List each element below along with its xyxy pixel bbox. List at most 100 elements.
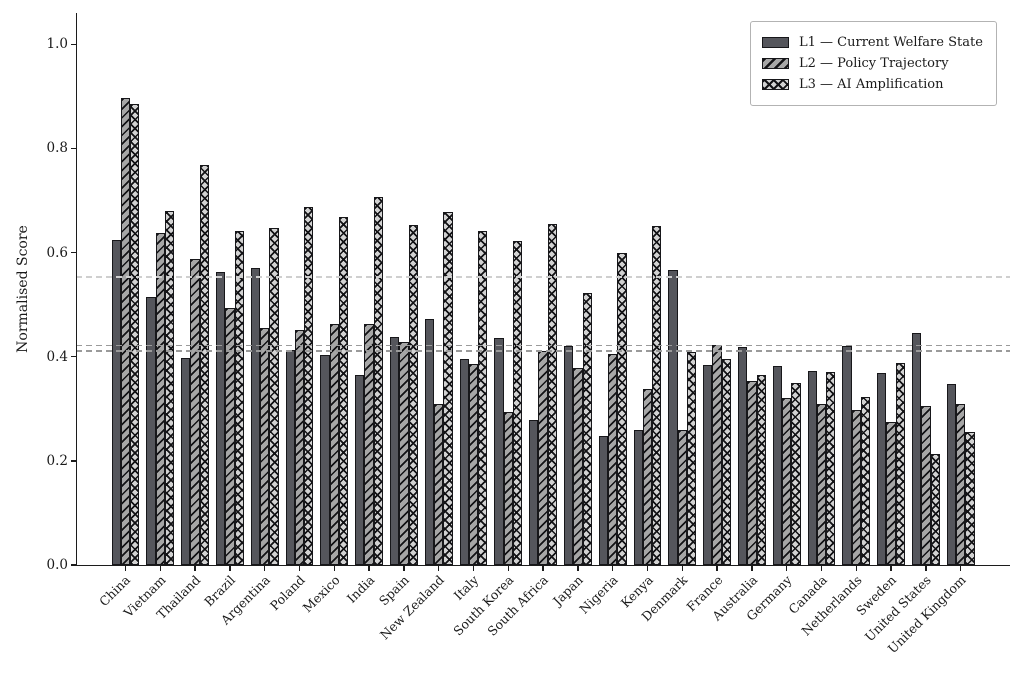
- bar-l1-new-zealand: [424, 319, 435, 565]
- bar-l2-mexico: [329, 324, 339, 565]
- legend-label: L3 — AI Amplification: [799, 77, 944, 92]
- bar-l1-sweden: [877, 373, 887, 565]
- x-tick: [681, 566, 683, 571]
- bar-l1-china: [111, 239, 121, 565]
- y-tick-label: 1.0: [46, 36, 68, 53]
- x-tick: [890, 566, 892, 571]
- bar-l3-germany: [791, 383, 801, 565]
- x-tick-label-india: India: [343, 572, 378, 606]
- bar-l3-france: [721, 358, 732, 565]
- bar-l2-argentina: [260, 328, 270, 565]
- x-tick: [925, 566, 927, 571]
- bar-l2-new-zealand: [434, 404, 444, 565]
- bar-l3-argentina: [269, 227, 279, 565]
- x-tick: [646, 566, 649, 571]
- bar-l2-china: [120, 97, 131, 565]
- bar-l3-canada: [826, 372, 836, 565]
- bar-l1-united-kingdom: [946, 383, 957, 565]
- bar-l1-kenya: [633, 430, 643, 565]
- x-tick: [577, 566, 579, 571]
- bar-l3-kenya: [652, 226, 662, 565]
- x-tick: [229, 566, 231, 571]
- bar-l1-poland: [285, 350, 295, 565]
- bar-l2-kenya: [642, 389, 653, 565]
- y-tick: [71, 251, 76, 254]
- legend-swatch-l3: [762, 79, 789, 90]
- legend-row: L2 — Policy Trajectory: [762, 55, 983, 72]
- bar-l2-brazil: [225, 307, 235, 565]
- legend-label: L2 — Policy Trajectory: [799, 56, 949, 71]
- legend-swatch-l2: [762, 58, 789, 69]
- bar-l3-netherlands: [860, 397, 871, 565]
- bar-l1-italy: [459, 358, 469, 565]
- x-tick: [786, 566, 788, 571]
- bar-l2-south-africa: [538, 350, 548, 565]
- x-tick: [542, 566, 544, 571]
- legend-label: L1 — Current Welfare State: [799, 35, 983, 50]
- x-tick: [403, 566, 405, 571]
- bar-l2-italy: [468, 364, 479, 565]
- bar-l2-france: [712, 345, 722, 565]
- bar-l1-spain: [389, 337, 400, 565]
- legend-row: L3 — AI Amplification: [762, 76, 983, 93]
- bar-l2-united-kingdom: [956, 403, 966, 565]
- bar-l2-vietnam: [155, 232, 165, 565]
- legend: L1 — Current Welfare State L2 — Policy Tr…: [750, 21, 997, 106]
- x-tick: [855, 566, 857, 571]
- bar-l1-nigeria: [598, 436, 609, 565]
- bar-l2-thailand: [190, 258, 200, 565]
- bar-l3-thailand: [199, 165, 210, 565]
- bar-l3-south-africa: [547, 223, 558, 565]
- bar-l1-australia: [737, 346, 748, 565]
- bar-l3-south-korea: [512, 241, 523, 565]
- bar-l1-thailand: [181, 357, 191, 565]
- bar-l3-china: [130, 103, 140, 565]
- x-tick: [438, 566, 440, 571]
- bar-l3-spain: [408, 224, 418, 565]
- bar-l3-brazil: [234, 231, 244, 565]
- bar-l2-germany: [782, 398, 792, 565]
- bar-l2-denmark: [677, 430, 687, 565]
- bar-l1-germany: [772, 365, 783, 565]
- bar-l3-italy: [478, 231, 488, 565]
- x-tick: [159, 566, 161, 571]
- legend-row: L1 — Current Welfare State: [762, 34, 983, 51]
- bar-l3-new-zealand: [443, 211, 453, 565]
- plot-area: [76, 13, 1010, 565]
- bar-l2-canada: [816, 404, 827, 565]
- bar-l1-south-korea: [494, 337, 504, 565]
- bar-l2-south-korea: [503, 412, 513, 565]
- x-axis-spine: [76, 564, 1010, 566]
- bar-l2-united-states: [921, 405, 931, 565]
- bar-l3-india: [373, 196, 384, 565]
- bar-l3-australia: [756, 375, 766, 565]
- bar-l2-nigeria: [608, 353, 618, 565]
- bar-l3-nigeria: [617, 252, 627, 565]
- x-tick: [820, 566, 823, 571]
- mean-line-l3: [76, 276, 1010, 279]
- x-tick: [333, 566, 335, 571]
- x-tick: [716, 566, 718, 571]
- y-tick-label: 0.6: [46, 244, 68, 261]
- y-tick: [71, 355, 76, 358]
- bar-l1-india: [355, 375, 365, 565]
- bar-l2-sweden: [886, 422, 896, 565]
- bar-l1-united-states: [911, 333, 922, 565]
- x-tick-label-new-zealand: New Zealand: [376, 572, 447, 643]
- y-tick: [71, 147, 76, 150]
- bar-l1-vietnam: [146, 296, 156, 565]
- y-tick: [71, 43, 76, 45]
- bar-l1-mexico: [320, 355, 330, 565]
- bar-l1-denmark: [668, 270, 678, 565]
- y-tick-label: 0.4: [46, 348, 68, 365]
- bar-l3-mexico: [338, 217, 349, 565]
- x-tick-label-mexico: Mexico: [299, 572, 343, 616]
- x-tick: [612, 566, 614, 571]
- bar-l3-japan: [582, 292, 592, 565]
- mean-line-l1: [76, 344, 1010, 347]
- bar-l2-india: [364, 324, 374, 565]
- bar-l3-vietnam: [164, 210, 175, 565]
- legend-swatch-l1: [762, 37, 789, 48]
- x-tick: [368, 566, 370, 571]
